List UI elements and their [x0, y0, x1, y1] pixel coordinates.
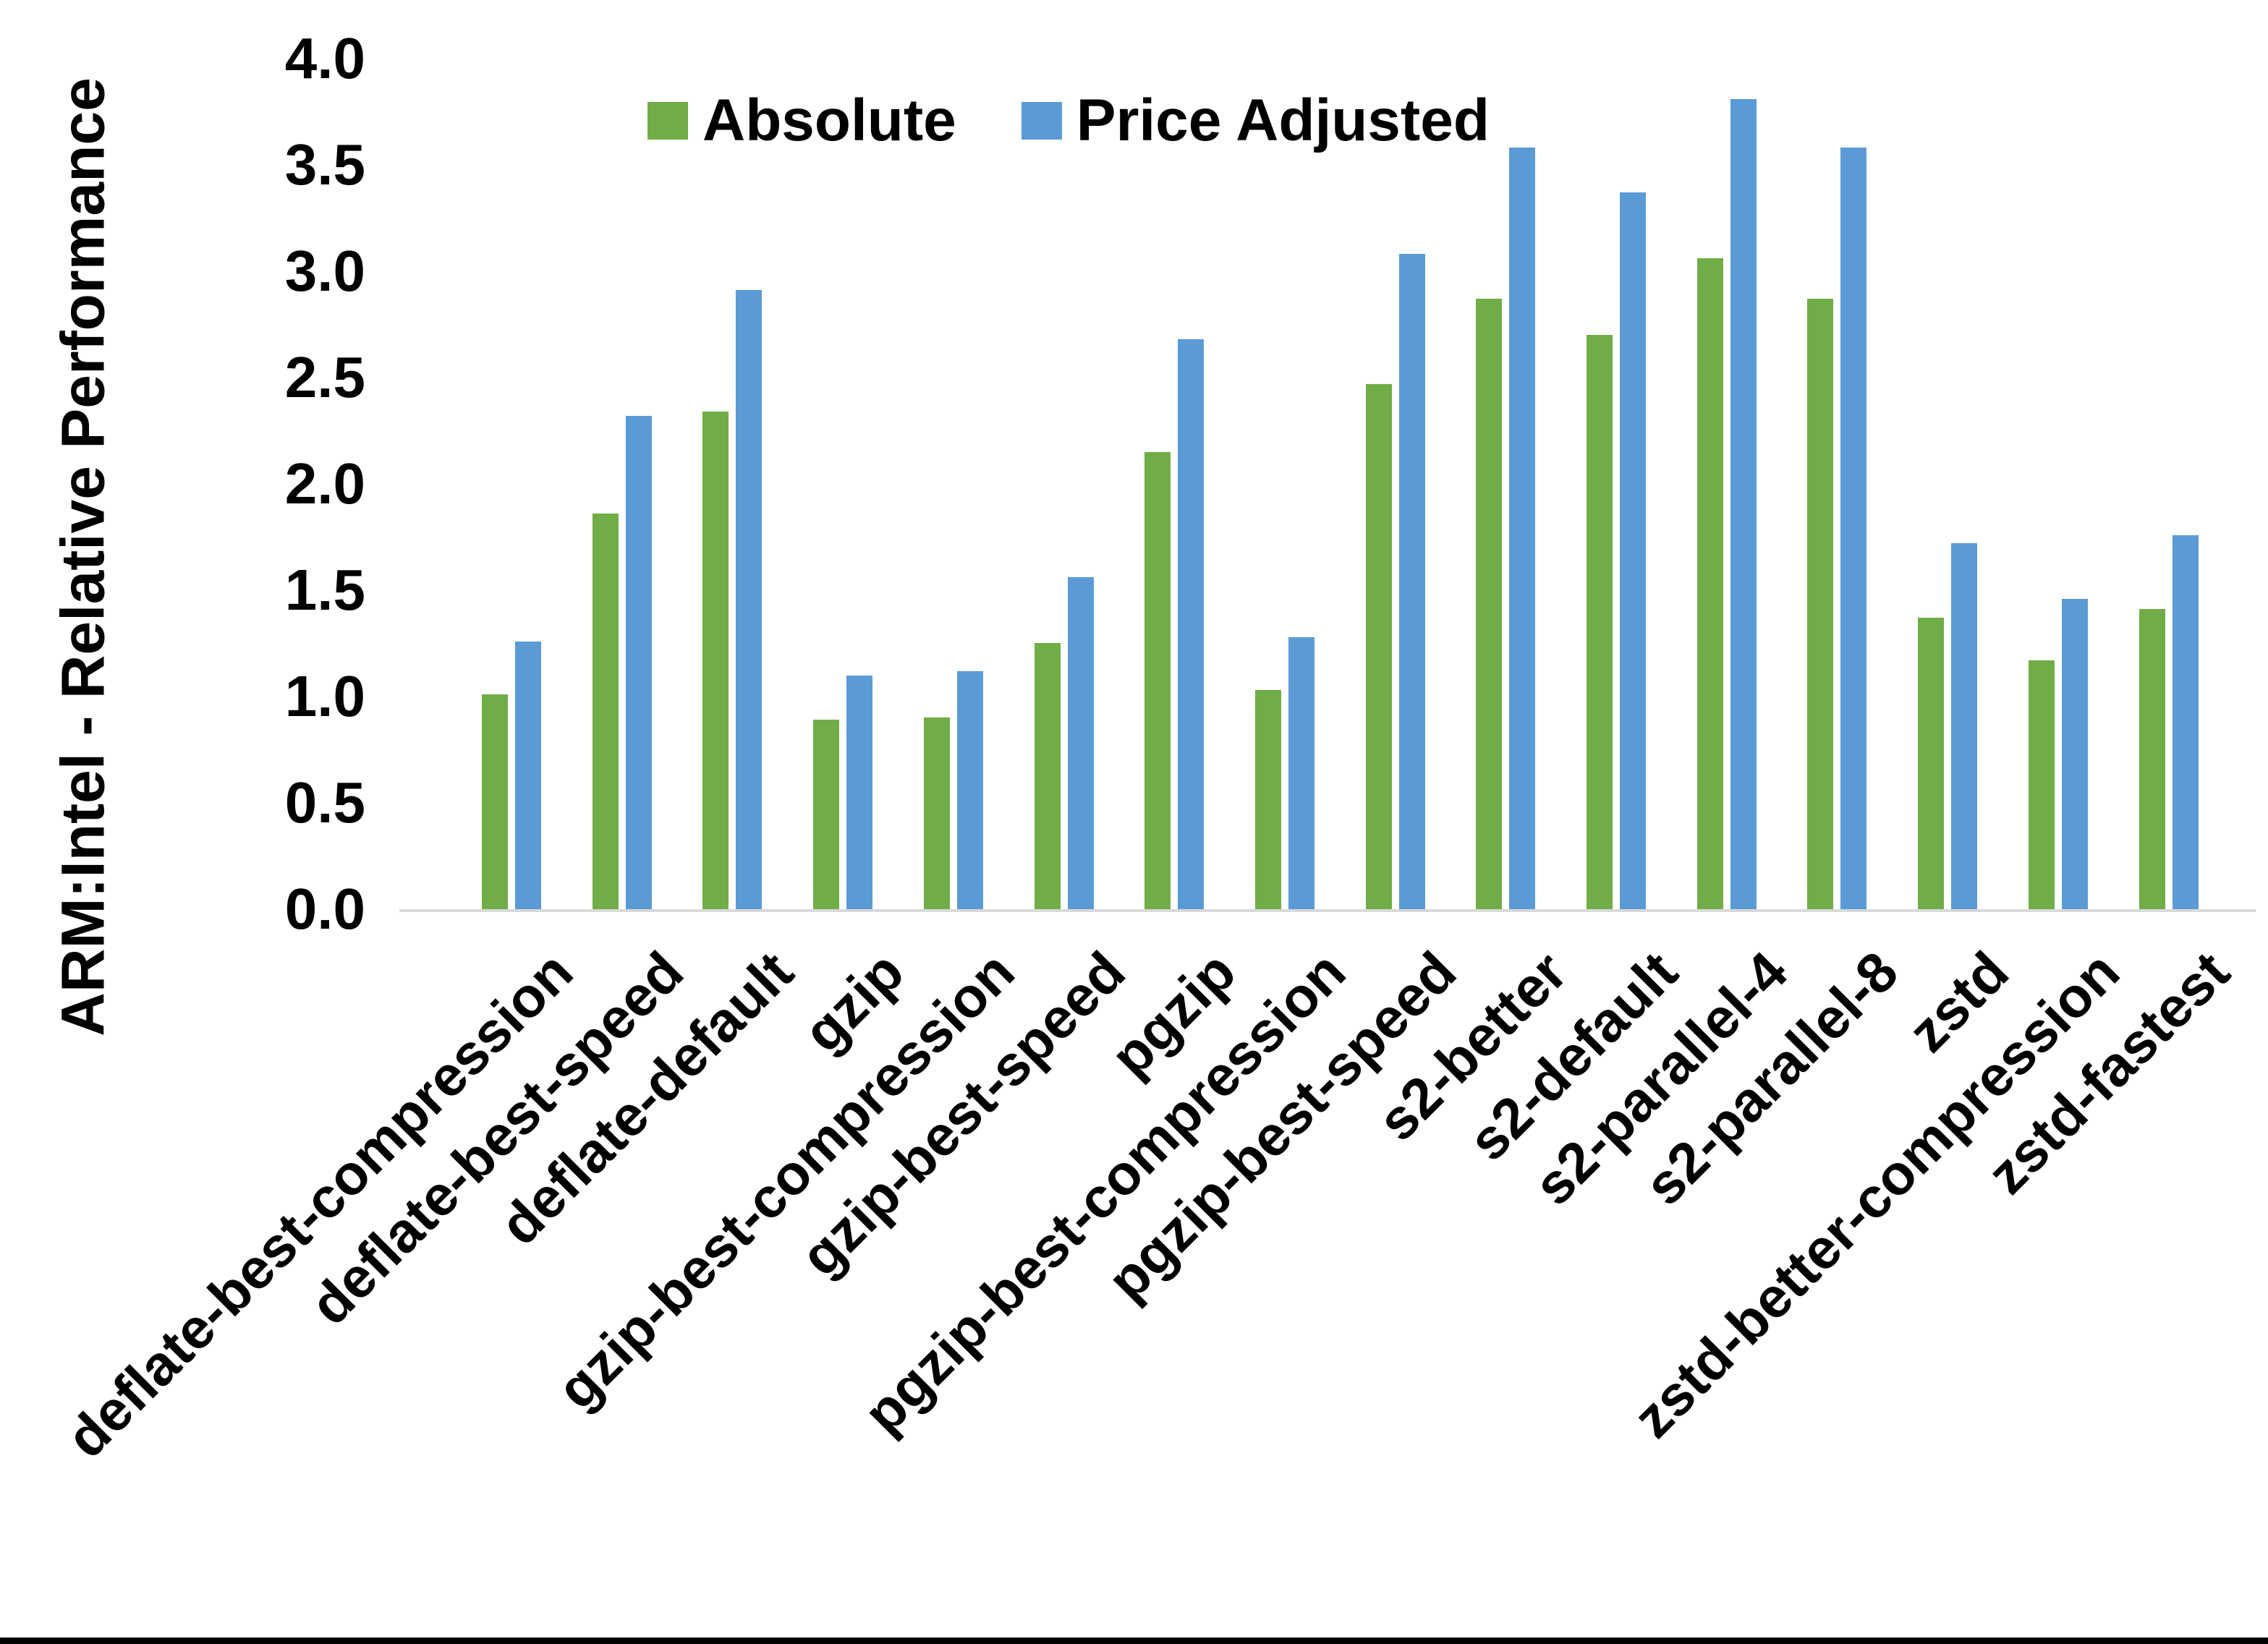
y-tick-label: 3.5 [284, 132, 365, 197]
bar-absolute [1035, 643, 1061, 909]
bar-absolute [1807, 299, 1833, 909]
x-axis-line [399, 909, 2256, 912]
bar-price-adjusted [846, 676, 872, 909]
y-tick-label: 1.0 [284, 664, 365, 728]
bar-price-adjusted [2062, 599, 2088, 909]
legend-item: Absolute [647, 87, 956, 155]
y-tick-label: 4.0 [284, 26, 365, 90]
bar-price-adjusted [515, 642, 541, 909]
y-tick-label: 3.0 [284, 239, 365, 303]
bar-price-adjusted [1178, 339, 1204, 909]
y-tick-label: 0.0 [284, 877, 365, 941]
y-tick-label: 1.5 [284, 558, 365, 622]
bottom-border-line [0, 1637, 2268, 1644]
bar-price-adjusted [1620, 192, 1646, 909]
bar-absolute [1918, 618, 1944, 909]
bar-absolute [1587, 335, 1613, 909]
bar-price-adjusted [1730, 99, 1757, 909]
bar-absolute [813, 720, 839, 909]
legend-swatch-icon [1021, 102, 1062, 140]
legend-swatch-icon [647, 102, 688, 140]
bar-absolute [2029, 660, 2055, 909]
bar-absolute [2139, 609, 2165, 909]
bar-price-adjusted [1068, 577, 1094, 909]
bar-price-adjusted [1840, 148, 1866, 909]
bar-absolute [1366, 384, 1392, 909]
bar-price-adjusted [2173, 535, 2199, 909]
bar-absolute [924, 717, 950, 909]
bar-price-adjusted [1951, 543, 1977, 909]
bar-price-adjusted [736, 290, 762, 909]
y-tick-label: 2.5 [284, 345, 365, 409]
bar-price-adjusted [1509, 148, 1535, 909]
bar-absolute [1255, 690, 1281, 909]
bar-absolute [1476, 299, 1502, 909]
bar-absolute [593, 514, 619, 909]
bar-price-adjusted [957, 671, 983, 909]
bar-price-adjusted [1399, 254, 1425, 909]
bar-absolute [702, 412, 729, 909]
bar-price-adjusted [1288, 637, 1314, 909]
y-tick-label: 0.5 [284, 770, 365, 835]
legend-label: Price Adjusted [1076, 88, 1490, 153]
y-tick-label: 2.0 [284, 451, 365, 516]
bar-absolute [1144, 452, 1171, 909]
bar-absolute [1697, 258, 1723, 909]
bar-absolute [482, 694, 508, 909]
legend-label: Absolute [702, 88, 956, 153]
legend-item: Price Adjusted [1021, 87, 1490, 155]
bar-price-adjusted [626, 416, 652, 909]
legend: Absolute Price Adjusted [647, 87, 1490, 155]
y-axis-title: ARM:Intel - Relative Performance [48, 77, 117, 1036]
